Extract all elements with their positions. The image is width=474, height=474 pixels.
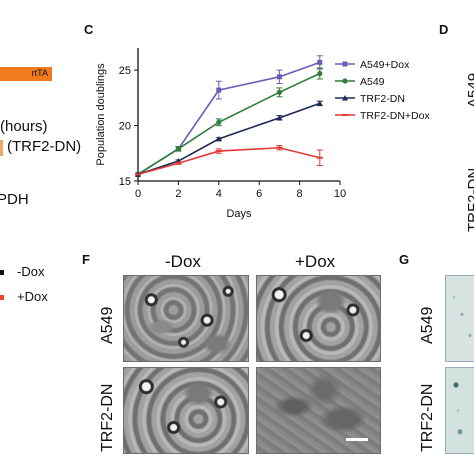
panel-f-col-minus: -Dox <box>165 252 201 271</box>
micrograph-a549-minus-dox <box>123 275 249 362</box>
data-point <box>316 100 323 106</box>
chart-legend: A549+Dox A549 TRF2-DN TRF2-DN+Dox <box>335 59 430 122</box>
panel-d-label: D <box>439 22 449 37</box>
y-axis-label: Population doublings <box>95 63 107 166</box>
y-tick-label: 20 <box>119 121 131 133</box>
y-tick-label: 25 <box>119 65 131 77</box>
data-point <box>175 162 182 165</box>
chart-series <box>135 55 323 177</box>
data-point <box>135 173 141 176</box>
series-line <box>137 146 320 176</box>
panel-c-label: C <box>84 22 94 37</box>
legend-marker <box>342 78 348 84</box>
micrograph-trf2dn-plus-dox <box>256 367 381 454</box>
panel-d-a549-text: A549 <box>465 72 474 108</box>
y-tick-label: 15 <box>119 176 131 188</box>
legend-marker <box>342 114 348 116</box>
panel-d-trf2dn-text: TRF2-DN <box>465 167 474 232</box>
data-point <box>215 150 222 153</box>
x-tick-label: 2 <box>175 188 181 200</box>
x-tick-label: 8 <box>297 188 303 200</box>
data-point <box>276 89 282 95</box>
legend-label: A549 <box>360 76 385 88</box>
data-point <box>276 146 283 149</box>
micrograph-trf2dn-minus-dox <box>123 367 249 454</box>
x-tick-label: 6 <box>256 188 262 200</box>
data-point <box>317 70 323 77</box>
legend-marker <box>342 95 348 101</box>
panel-g-row-a549: A549 <box>419 306 436 344</box>
x-tick-label: 0 <box>135 188 141 200</box>
data-point <box>317 59 323 65</box>
panel-g-row-trf2dn: TRF2-DN <box>419 383 436 452</box>
data-point <box>216 87 222 93</box>
panel-f-row-a549: A549 <box>99 306 116 344</box>
legend-label: TRF2-DN+Dox <box>360 110 430 122</box>
gapdh-text: PDH <box>0 191 29 208</box>
rtta-label: rtTA <box>31 68 48 78</box>
panel-f-label: F <box>82 252 90 267</box>
panel-f-col-plus: +Dox <box>295 252 336 271</box>
micrograph-a549-plus-dox <box>256 275 381 362</box>
legend-label: A549+Dox <box>360 59 410 71</box>
data-point <box>276 114 283 121</box>
panel-g-label: G <box>399 252 410 267</box>
series-line <box>137 102 321 176</box>
legend-label: TRF2-DN <box>360 93 405 105</box>
legend-minus-dox-marker <box>0 270 4 275</box>
hours-text: (hours) <box>0 118 48 135</box>
scale-bar <box>346 438 368 441</box>
panel-f-row-trf2dn: TRF2-DN <box>99 383 116 452</box>
legend-marker <box>342 61 348 67</box>
x-axis-label: Days <box>226 208 252 220</box>
growth-chart: 0 2 4 6 8 10 15 20 25 Days Population doublings A5… <box>95 48 430 220</box>
data-point <box>276 74 282 80</box>
panel-g-image-a549 <box>445 275 474 362</box>
panel-g-image-trf2dn <box>445 367 474 454</box>
data-point <box>216 119 222 125</box>
x-tick-label: 10 <box>334 188 346 200</box>
trf2dn-text: (TRF2-DN) <box>7 138 82 155</box>
trf2dn-swatch <box>0 140 3 156</box>
data-point <box>215 135 222 142</box>
data-point <box>316 156 323 159</box>
legend-plus-dox: +Dox <box>17 289 48 304</box>
data-point <box>175 146 181 152</box>
rtta-box: rtTA <box>0 67 52 81</box>
x-tick-label: 4 <box>216 188 222 200</box>
chart-axes: 0 2 4 6 8 10 15 20 25 Days Population doublings <box>95 48 346 220</box>
legend-plus-dox-marker <box>0 295 4 300</box>
legend-minus-dox: -Dox <box>17 264 45 279</box>
